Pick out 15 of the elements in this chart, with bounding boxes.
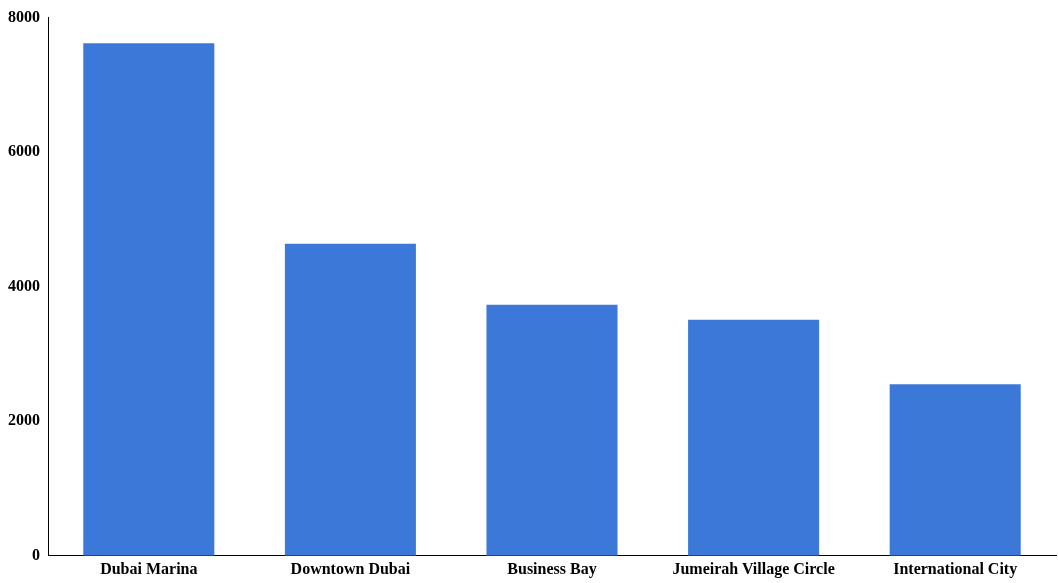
y-tick-label: 6000 (8, 142, 40, 160)
bar (284, 243, 416, 556)
x-tick-label: International City (893, 559, 1018, 578)
x-tick-label: Downtown Dubai (290, 559, 411, 577)
bar (688, 319, 820, 556)
x-tick-label: Business Bay (507, 559, 597, 578)
bar (486, 304, 618, 556)
y-tick-label: 2000 (8, 411, 40, 429)
bar (83, 43, 215, 556)
y-tick-label: 8000 (8, 7, 40, 25)
y-tick-label: 0 (32, 545, 40, 563)
bar (889, 384, 1021, 556)
y-tick-label: 4000 (8, 276, 40, 294)
x-tick-label: Dubai Marina (100, 559, 198, 577)
x-tick-label: Jumeirah Village Circle (672, 559, 835, 578)
